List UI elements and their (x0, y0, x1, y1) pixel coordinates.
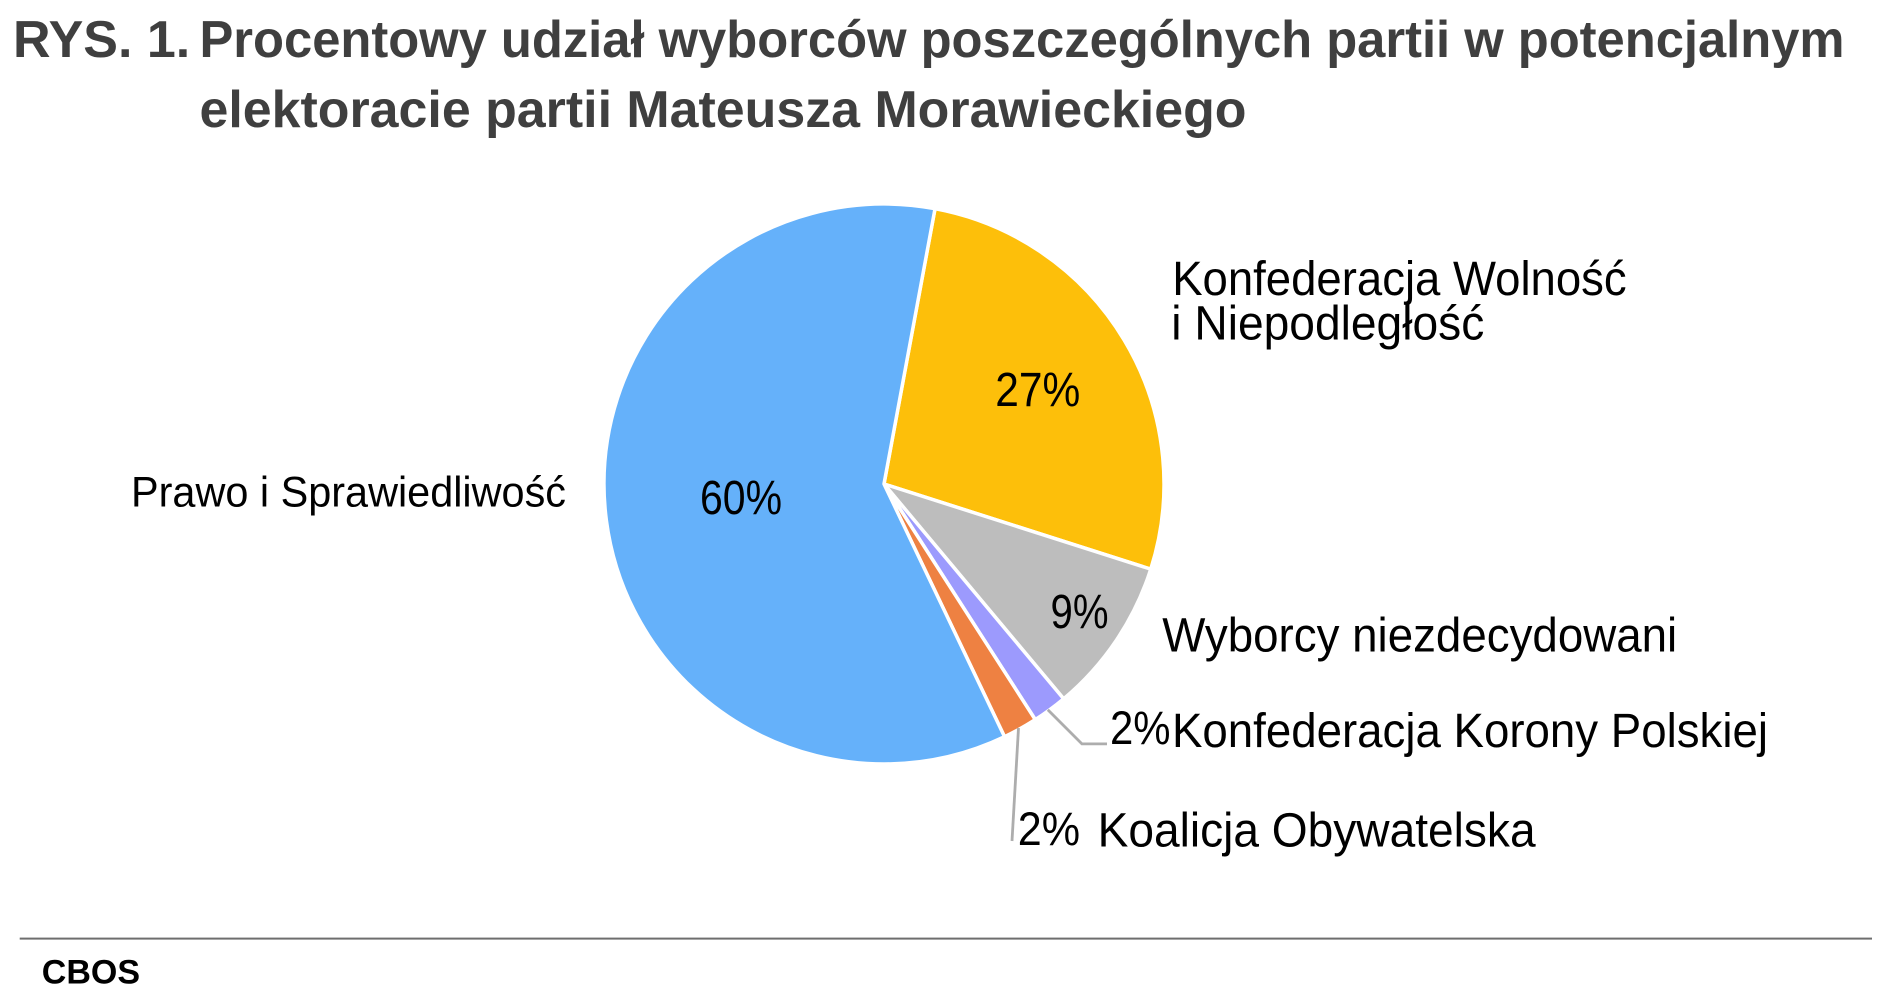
svg-text:27%: 27% (995, 364, 1080, 417)
svg-text:Wyborcy niezdecydowani: Wyborcy niezdecydowani (1162, 608, 1677, 662)
svg-text:2%: 2% (1018, 803, 1080, 856)
svg-text:Prawo i Sprawiedliwość: Prawo i Sprawiedliwość (131, 468, 566, 515)
svg-text:2%: 2% (1110, 702, 1171, 755)
svg-text:9%: 9% (1051, 586, 1109, 639)
svg-text:CBOS: CBOS (42, 954, 140, 992)
svg-text:RYS. 1.: RYS. 1. (13, 11, 190, 69)
svg-text:60%: 60% (700, 472, 782, 525)
svg-text:Konfederacja Korony Polskiej: Konfederacja Korony Polskiej (1172, 704, 1768, 758)
svg-text:elektoracie partii Mateusza Mo: elektoracie partii Mateusza Morawieckieg… (200, 81, 1247, 139)
svg-text:Koalicja Obywatelska: Koalicja Obywatelska (1098, 803, 1536, 857)
svg-text:Konfederacja Wolność: Konfederacja Wolność (1172, 252, 1627, 306)
svg-text:Procentowy udział wyborców pos: Procentowy udział wyborców poszczególnyc… (200, 11, 1845, 69)
svg-text:i Niepodległość: i Niepodległość (1171, 297, 1484, 351)
